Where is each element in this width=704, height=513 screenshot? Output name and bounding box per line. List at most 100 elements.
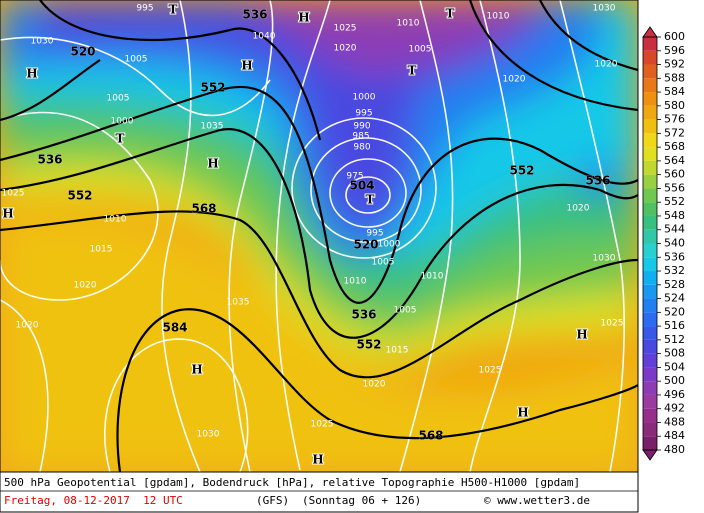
isobar-label: 995: [355, 109, 372, 119]
isobar-label: 1015: [90, 245, 113, 255]
isobar-label: 1030: [593, 4, 616, 14]
legend-tick-label: 540: [664, 237, 685, 250]
isobar-label: 1020: [16, 321, 39, 331]
legend-band: [643, 257, 657, 272]
pressure-center: T: [446, 7, 455, 21]
isobar-label: 1035: [201, 122, 224, 132]
isobar-label: 1005: [409, 45, 432, 55]
legend-tick-label: 560: [664, 168, 685, 181]
isobar-label: 1025: [479, 366, 502, 376]
legend-tick-label: 564: [664, 154, 685, 167]
legend-band: [643, 229, 657, 244]
isobar-label: 1025: [311, 420, 334, 430]
legend-band: [643, 78, 657, 93]
isobar-label: 1010: [397, 19, 420, 29]
legend-band: [643, 215, 657, 230]
geopotential-label: 552: [67, 189, 92, 203]
legend-tick-label: 516: [664, 319, 685, 332]
map-labels: 995 1030 1005 1005 1000 1035 1025 1010 1015 1020 1…: [1, 2, 624, 468]
isobar-label: 1025: [601, 319, 624, 329]
geopotential-label: 536: [585, 174, 610, 188]
legend-tick-label: 572: [664, 126, 685, 139]
pressure-center: H: [576, 328, 587, 342]
isobar-label: 1000: [378, 240, 401, 250]
isobar-label: 1030: [593, 254, 616, 264]
legend-tick-label: 556: [664, 181, 685, 194]
pressure-center: H: [312, 453, 323, 467]
isobar-label: 1025: [334, 24, 357, 34]
geopotential-contours: [0, 0, 638, 472]
legend-tick-label: 600: [664, 30, 685, 43]
isobar-label: 1035: [227, 298, 250, 308]
isobar-label: 1020: [74, 281, 97, 291]
legend-tick-label: 528: [664, 278, 685, 291]
geopotential-label: 568: [191, 202, 216, 216]
geopotential-label: 584: [162, 321, 187, 335]
isobar-label: 1005: [372, 258, 395, 268]
isobar-label: 980: [353, 143, 370, 153]
legend-tick-label: 588: [664, 71, 685, 84]
credit: © www.wetter3.de: [484, 494, 590, 507]
isobar-label: 990: [353, 122, 370, 132]
legend-band: [643, 422, 657, 437]
map-field: [0, 0, 638, 472]
legend-band: [643, 394, 657, 409]
legend-band: [643, 147, 657, 161]
pressure-center: T: [116, 132, 125, 146]
isobar-label: 1010: [487, 12, 510, 22]
pressure-center: H: [2, 207, 13, 221]
isobar-label: 1010: [344, 277, 367, 287]
legend-band: [643, 381, 657, 395]
legend-tick-label: 544: [664, 223, 685, 236]
legend-band: [643, 50, 657, 65]
pressure-center: T: [408, 64, 417, 78]
legend-band: [643, 64, 657, 79]
geopotential-label: 552: [509, 164, 534, 178]
legend-tick-label: 492: [664, 402, 685, 415]
isobar-label: 975: [346, 172, 363, 182]
isobar-label: 1025: [2, 189, 25, 199]
isobar-label: 1020: [503, 75, 526, 85]
geopotential-label: 536: [37, 153, 62, 167]
legend-band: [643, 367, 657, 382]
legend-tick-label: 576: [664, 113, 685, 126]
model-name: (GFS): [256, 494, 289, 507]
legend-tick-label: 532: [664, 264, 685, 277]
legend-tick-label: 524: [664, 292, 685, 305]
legend-arrow-bottom: [642, 449, 658, 461]
geopotential-label: 552: [356, 338, 381, 352]
title-line: 500 hPa Geopotential [gpdam], Bodendruck…: [4, 476, 580, 489]
isobar-label: 985: [352, 132, 369, 142]
valid-date: Freitag, 08-12-2017 12 UTC: [4, 494, 183, 507]
geopotential-label: 520: [353, 238, 378, 252]
pressure-center: H: [241, 59, 252, 73]
legend-tick-label: 580: [664, 99, 685, 112]
legend-tick-label: 536: [664, 250, 685, 263]
isobar-label: 995: [366, 229, 383, 239]
pressure-center: T: [366, 193, 375, 207]
legend-tick-label: 496: [664, 388, 685, 401]
geopotential-label: 568: [418, 429, 443, 443]
isobar-label: 1005: [394, 306, 417, 316]
isobar-label: 1040: [253, 32, 276, 42]
legend-band: [643, 284, 657, 299]
pressure-center: H: [517, 406, 528, 420]
run-info: (Sonntag 06 + 126): [302, 494, 421, 507]
pressure-center: H: [207, 157, 218, 171]
legend-tick-label: 500: [664, 374, 685, 387]
isobar-label: 1005: [107, 94, 130, 104]
legend-band: [643, 105, 657, 120]
pressure-center: H: [191, 363, 202, 377]
isobar-label: 1000: [353, 93, 376, 103]
legend-band: [643, 298, 657, 313]
geopotential-label: 536: [351, 308, 376, 322]
isobar-label: 1010: [104, 215, 127, 225]
legend-tick-label: 488: [664, 415, 685, 428]
footer-box: [0, 471, 639, 513]
legend-band: [643, 37, 657, 51]
legend-band: [643, 188, 657, 203]
legend-tick-label: 596: [664, 44, 685, 57]
legend-band: [643, 92, 657, 106]
legend-tick-label: 552: [664, 195, 685, 208]
